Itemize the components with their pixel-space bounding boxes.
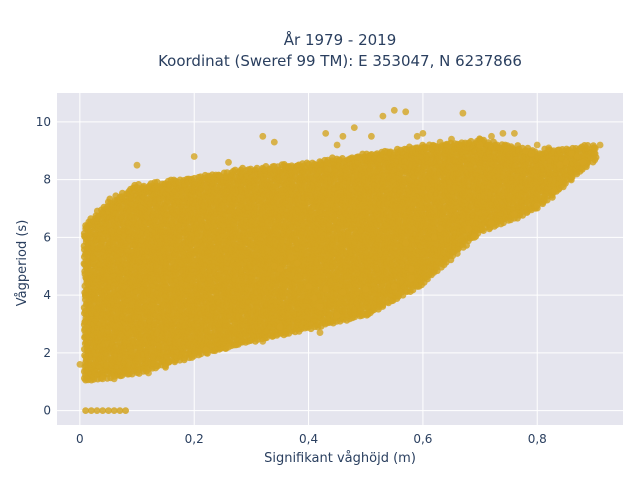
data-point (140, 182, 148, 190)
scatter-points (76, 106, 604, 414)
data-point (106, 195, 114, 203)
